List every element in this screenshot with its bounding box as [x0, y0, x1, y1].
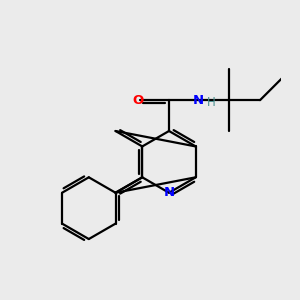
Text: N: N — [193, 94, 204, 106]
Text: O: O — [133, 94, 144, 106]
Text: N: N — [164, 186, 175, 199]
Text: H: H — [207, 96, 216, 109]
